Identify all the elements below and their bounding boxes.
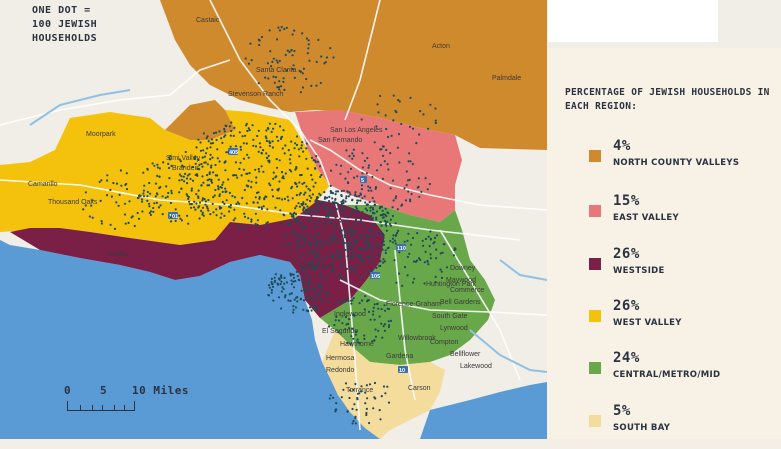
svg-text:Carson: Carson [408, 385, 431, 392]
svg-text:Downey: Downey [450, 265, 476, 272]
svg-text:Florence-Graham: Florence-Graham [386, 301, 441, 308]
legend-item-east-valley: 15% EAST VALLEY [589, 193, 774, 239]
scale-ruler [67, 401, 135, 411]
highway-shields: 405 101 110 5 105 10 [168, 148, 408, 374]
svg-text:Lakewood: Lakewood [460, 363, 492, 370]
svg-text:Simi Valley: Simi Valley [166, 155, 201, 162]
inset-panel [548, 0, 718, 42]
svg-text:Stevenson Ranch: Stevenson Ranch [228, 91, 283, 98]
svg-text:5: 5 [361, 178, 364, 184]
svg-text:Hawthorne: Hawthorne [340, 341, 374, 348]
legend-swatch [589, 258, 601, 270]
svg-text:Commerce: Commerce [450, 287, 484, 294]
legend-percent: 24% [613, 350, 640, 366]
legend-swatch [589, 205, 601, 217]
svg-text:Willowbrook: Willowbrook [398, 335, 436, 342]
legend-region-name: EAST VALLEY [613, 213, 679, 223]
dot-key-note: ONE DOT = 100 JEWISH HOUSEHOLDS [32, 5, 98, 44]
legend-title: PERCENTAGE OF JEWISH HOUSEHOLDS IN EACH … [565, 87, 770, 112]
svg-text:Redondo: Redondo [326, 367, 355, 374]
svg-text:Palmdale: Palmdale [492, 75, 521, 82]
legend-item-west-valley: 26% WEST VALLEY [589, 298, 774, 344]
region-north-county-valleys-b [165, 100, 235, 140]
svg-text:105: 105 [371, 274, 380, 280]
svg-text:South Gate: South Gate [432, 313, 468, 320]
legend-percent: 4% [613, 138, 631, 154]
svg-text:Torrance: Torrance [346, 387, 373, 394]
place-labels: Castaic Acton Santa Clarita Stevenson Ra… [28, 17, 521, 394]
legend-swatch [589, 415, 601, 427]
legend-percent: 26% [613, 246, 640, 262]
svg-text:405: 405 [229, 150, 238, 156]
svg-text:101: 101 [169, 214, 178, 220]
highway-network [0, 0, 548, 431]
svg-text:El Segundo: El Segundo [322, 328, 358, 335]
legend-region-name: WEST VALLEY [613, 318, 682, 328]
legend-region-name: SOUTH BAY [613, 423, 671, 433]
svg-text:Moorpark: Moorpark [86, 131, 116, 138]
region-central-metro-mid[interactable] [320, 205, 495, 365]
legend-percent: 15% [613, 193, 640, 209]
legend-swatch [589, 150, 601, 162]
region-westside[interactable] [10, 200, 385, 318]
scale-bar: 0 5 10 Miles [58, 384, 208, 418]
legend-percent: 5% [613, 403, 631, 419]
svg-text:Compton: Compton [430, 339, 459, 346]
rivers [29, 89, 548, 373]
svg-text:Bell Gardens: Bell Gardens [440, 299, 481, 306]
svg-text:Malibu: Malibu [108, 251, 129, 258]
scale-tick-0: 0 [64, 384, 72, 397]
svg-text:10: 10 [399, 368, 405, 374]
svg-text:Thousand Oaks: Thousand Oaks [48, 199, 98, 206]
legend-panel: PERCENTAGE OF JEWISH HOUSEHOLDS IN EACH … [547, 48, 781, 439]
svg-text:110: 110 [397, 246, 406, 252]
region-north-county-valleys[interactable] [160, 0, 547, 150]
svg-text:Acton: Acton [432, 43, 450, 50]
legend-percent: 26% [613, 298, 640, 314]
svg-text:Maywood: Maywood [446, 277, 476, 284]
legend-item-westside: 26% WESTSIDE [589, 246, 774, 292]
svg-text:Castaic: Castaic [196, 17, 220, 24]
legend-swatch [589, 362, 601, 374]
svg-text:Hermosa: Hermosa [326, 355, 355, 362]
svg-text:Huntington Park: Huntington Park [426, 281, 477, 288]
legend-item-central-metro-mid: 24% CENTRAL/METRO/MID [589, 350, 774, 396]
ocean [0, 240, 380, 439]
region-south-bay[interactable] [322, 330, 445, 439]
svg-text:Santa Clarita: Santa Clarita [256, 67, 297, 74]
ocean-south [420, 382, 547, 439]
svg-text:Inglewood: Inglewood [334, 311, 366, 318]
household-dots [82, 26, 457, 425]
scale-tick-10: 10 Miles [132, 384, 189, 397]
scale-tick-5: 5 [100, 384, 108, 397]
legend-swatch [589, 310, 601, 322]
legend-item-north-county-valleys: 4% NORTH COUNTY VALLEYS [589, 138, 774, 184]
svg-text:Lynwood: Lynwood [440, 325, 468, 332]
legend-region-name: WESTSIDE [613, 266, 665, 276]
region-east-valley[interactable] [295, 110, 462, 222]
svg-text:Gardena: Gardena [386, 353, 413, 360]
svg-text:Brandeis: Brandeis [172, 165, 200, 172]
svg-text:Camarillo: Camarillo [28, 181, 58, 188]
svg-text:San Los Angeles: San Los Angeles [330, 127, 383, 134]
svg-text:Bellflower: Bellflower [450, 351, 481, 358]
legend-region-name: NORTH COUNTY VALLEYS [613, 158, 740, 168]
legend-region-name: CENTRAL/METRO/MID [613, 370, 721, 380]
svg-text:San Fernando: San Fernando [318, 137, 362, 144]
legend-item-south-bay: 5% SOUTH BAY [589, 403, 774, 449]
